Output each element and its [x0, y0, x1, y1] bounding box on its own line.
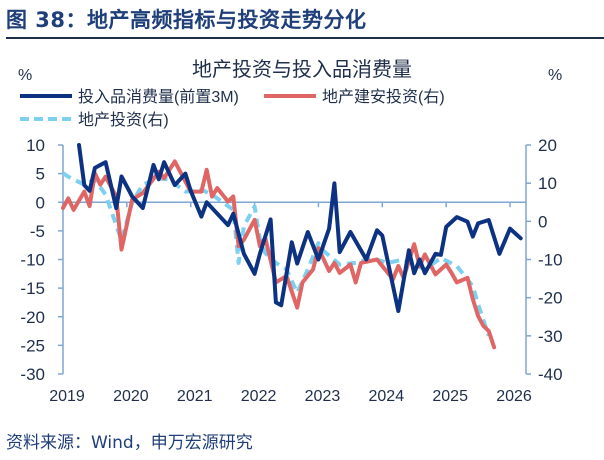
left-tick-label: -5 [30, 222, 45, 241]
right-tick-label: 0 [538, 212, 547, 231]
legend-label-investment: 地产投资(右) [78, 111, 169, 129]
x-tick-label: 2020 [113, 388, 149, 405]
left-tick-label: 5 [36, 165, 45, 184]
left-tick-label: 10 [26, 136, 45, 155]
legend: 投入品消费量(前置3M) 地产建安投资(右) 地产投资(右) [20, 88, 445, 129]
right-tick-label: -40 [538, 365, 563, 384]
series-line-1 [61, 159, 497, 350]
left-tick-label: 0 [36, 193, 45, 212]
left-tick-label: -15 [20, 279, 45, 298]
right-tick-label: 20 [538, 136, 557, 155]
x-tick-label: 2022 [241, 388, 277, 405]
x-tick-label: 2021 [177, 388, 213, 405]
figure-title: 图 38：地产高频指标与投资走势分化 [6, 8, 367, 32]
right-tick-label: -10 [538, 251, 563, 270]
x-tick-label: 2025 [432, 388, 468, 405]
source-note: 资料来源：Wind，申万宏源研究 [6, 433, 253, 453]
x-tick-label: 2024 [369, 388, 405, 405]
right-tick-label: 10 [538, 174, 557, 193]
x-tick-label: 2026 [496, 388, 532, 405]
title-divider [6, 37, 604, 39]
series-line-0 [77, 143, 523, 313]
right-tick-label: -30 [538, 327, 563, 346]
right-tick-label: -20 [538, 289, 563, 308]
right-unit: % [548, 67, 562, 84]
left-tick-label: -30 [20, 365, 45, 384]
left-tick-label: -20 [20, 308, 45, 327]
left-tick-label: -25 [20, 336, 45, 355]
left-unit: % [18, 67, 32, 84]
left-tick-label: -10 [20, 251, 45, 270]
x-tick-label: 2019 [49, 388, 85, 405]
legend-label-consumption: 投入品消费量(前置3M) [78, 88, 239, 106]
chart-title: 地产投资与投入品消费量 [192, 58, 412, 81]
legend-label-construction: 地产建安投资(右) [322, 88, 445, 106]
x-tick-label: 2023 [305, 388, 341, 405]
